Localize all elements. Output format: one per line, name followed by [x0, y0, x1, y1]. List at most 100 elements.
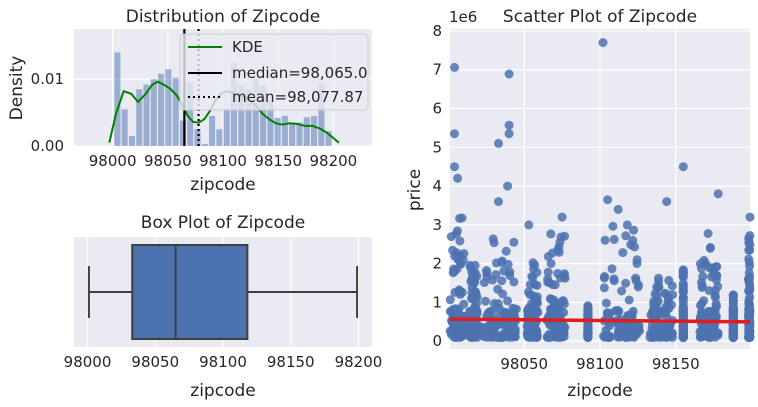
scatter-point: [488, 327, 498, 337]
scatter-point: [652, 323, 662, 333]
scatter-x-tick-label: 98150: [652, 355, 700, 373]
histogram-bar: [143, 84, 150, 146]
scatter-point: [728, 307, 738, 317]
histogram-bar: [165, 69, 172, 146]
scatter-title: Scatter Plot of Zipcode: [503, 7, 697, 27]
scatter-point: [617, 286, 627, 296]
scatter-point: [449, 264, 459, 274]
boxplot-x-tick-label: 98150: [267, 353, 315, 371]
scatter-point: [553, 245, 563, 255]
scatter-point: [678, 270, 688, 280]
scatter-point: [559, 321, 569, 331]
scatter-point: [546, 305, 556, 315]
histogram-legend: KDE median=98,065.0 mean=98,077.87: [179, 33, 369, 111]
scatter-point: [745, 231, 755, 240]
scatter-point: [488, 234, 498, 244]
histogram-panel: 98000 98050 98100 98150 98200 0.00 0.01 Distr…: [7, 7, 372, 195]
scatter-point: [555, 237, 565, 247]
histogram-bar: [179, 120, 186, 146]
scatter-point: [618, 248, 628, 258]
scatter-y-tick-label: 4: [432, 177, 442, 195]
scatter-point: [705, 243, 715, 252]
histogram-bar: [158, 73, 165, 146]
scatter-point: [477, 322, 487, 332]
scatter-point: [713, 189, 723, 199]
scatter-point: [607, 264, 617, 274]
histogram-bar: [201, 143, 208, 146]
scatter-point: [655, 310, 665, 320]
scatter-point: [600, 235, 610, 245]
scatter-point: [631, 273, 641, 283]
scatter-point: [466, 262, 475, 272]
scatter-point: [624, 295, 634, 305]
scatter-point: [624, 330, 633, 340]
scatter-point: [446, 232, 456, 242]
scatter-point: [710, 286, 720, 296]
scatter-point: [450, 162, 459, 172]
scatter-point: [482, 272, 492, 281]
scatter-point: [453, 173, 463, 183]
scatter-point: [705, 326, 715, 335]
histogram-bar: [281, 115, 288, 146]
scatter-point: [504, 129, 514, 139]
scatter-x-tick-label: 98050: [500, 355, 548, 373]
scatter-y-tick-label: 2: [432, 255, 442, 273]
scatter-point: [455, 236, 465, 246]
scatter-y-exponent: 1e6: [449, 8, 477, 26]
histogram-bar: [128, 135, 135, 146]
scatter-point: [601, 298, 611, 308]
histogram-y-tick-label: 0.01: [31, 70, 64, 88]
scatter-y-tick-label: 0: [432, 332, 442, 350]
scatter-point: [445, 295, 455, 305]
scatter-point: [510, 327, 520, 337]
scatter-point: [629, 225, 639, 235]
boxplot-x-tick-label: 98000: [64, 353, 112, 371]
scatter-y-tick-label: 3: [432, 216, 442, 234]
histogram-bar: [311, 115, 318, 146]
histogram-bar: [223, 109, 230, 146]
histogram-bar: [114, 52, 121, 146]
scatter-point: [710, 292, 720, 302]
scatter-point: [523, 309, 533, 319]
scatter-point: [699, 255, 709, 265]
scatter-point: [543, 277, 553, 287]
scatter-point: [745, 285, 755, 295]
scatter-point: [660, 327, 670, 337]
scatter-point: [450, 129, 459, 139]
scatter-point: [494, 138, 503, 148]
scatter-point: [528, 272, 538, 282]
scatter-point: [543, 252, 553, 261]
scatter-point: [450, 287, 460, 297]
scatter-point: [703, 229, 713, 238]
scatter-point: [491, 258, 501, 268]
scatter-point: [632, 259, 642, 268]
scatter-x-label: zipcode: [567, 381, 632, 401]
histogram-bar: [121, 109, 128, 146]
iqr-box: [131, 244, 249, 340]
scatter-point: [452, 321, 462, 330]
scatter-point: [470, 272, 480, 281]
scatter-point: [509, 237, 519, 247]
scatter-y-tick-label: 6: [432, 100, 442, 118]
scatter-point: [524, 322, 534, 332]
scatter-point: [546, 259, 556, 268]
scatter-point: [678, 310, 688, 320]
scatter-point: [457, 213, 467, 223]
boxplot-x-tick-label: 98100: [199, 353, 247, 371]
scatter-point: [745, 261, 755, 271]
histogram-bar: [303, 117, 310, 146]
scatter-point: [456, 259, 466, 269]
legend-kde-label: KDE: [232, 38, 263, 56]
scatter-point: [652, 290, 662, 300]
scatter-point: [728, 292, 738, 302]
scatter-point: [678, 283, 688, 293]
scatter-point: [546, 229, 556, 239]
scatter-y-tick-label: 1: [432, 293, 442, 311]
scatter-y-tick-label: 8: [432, 22, 442, 40]
scatter-point: [454, 251, 464, 261]
scatter-point: [744, 254, 754, 264]
boxplot-x-tick-label: 98050: [131, 353, 179, 371]
histogram-bar: [318, 82, 325, 146]
scatter-point: [696, 301, 705, 310]
